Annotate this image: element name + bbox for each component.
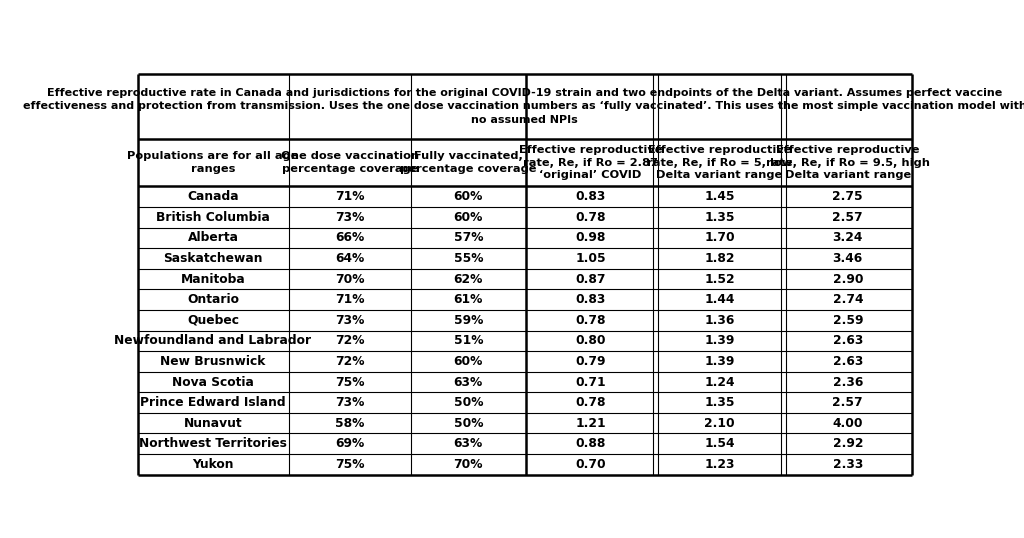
Text: Fully vaccinated,
percentage coverage: Fully vaccinated, percentage coverage — [400, 152, 537, 174]
Text: New Brusnwick: New Brusnwick — [161, 355, 266, 368]
Text: 1.70: 1.70 — [705, 231, 735, 244]
Text: 60%: 60% — [454, 211, 483, 224]
Text: 60%: 60% — [454, 190, 483, 203]
Text: 2.92: 2.92 — [833, 437, 863, 450]
Text: 2.90: 2.90 — [833, 273, 863, 286]
Text: 2.10: 2.10 — [705, 417, 735, 430]
Text: 60%: 60% — [454, 355, 483, 368]
Text: 0.78: 0.78 — [575, 314, 606, 327]
Text: 73%: 73% — [335, 314, 365, 327]
Text: 63%: 63% — [454, 376, 483, 388]
Text: Newfoundland and Labrador: Newfoundland and Labrador — [115, 334, 311, 348]
Text: 0.98: 0.98 — [575, 231, 606, 244]
Text: 1.54: 1.54 — [705, 437, 735, 450]
Text: 71%: 71% — [335, 190, 365, 203]
Text: 2.59: 2.59 — [833, 314, 863, 327]
Text: 0.80: 0.80 — [575, 334, 606, 348]
Text: 1.36: 1.36 — [705, 314, 735, 327]
Text: 1.39: 1.39 — [705, 334, 735, 348]
Text: 2.63: 2.63 — [833, 355, 863, 368]
Text: Quebec: Quebec — [187, 314, 239, 327]
Text: 2.63: 2.63 — [833, 334, 863, 348]
Text: 1.35: 1.35 — [705, 396, 735, 409]
Text: 57%: 57% — [454, 231, 483, 244]
Text: 2.74: 2.74 — [833, 293, 863, 306]
Text: Canada: Canada — [187, 190, 239, 203]
Text: Effective reproductive rate in Canada and jurisdictions for the original COVID-1: Effective reproductive rate in Canada an… — [23, 88, 1024, 125]
Text: 2.33: 2.33 — [833, 458, 863, 471]
Text: 0.88: 0.88 — [575, 437, 606, 450]
Text: 1.44: 1.44 — [705, 293, 735, 306]
Text: 1.35: 1.35 — [705, 211, 735, 224]
Text: 1.45: 1.45 — [705, 190, 735, 203]
Text: Effective reproductive
rate, Re, if Ro = 9.5, high
Delta variant range: Effective reproductive rate, Re, if Ro =… — [766, 145, 930, 180]
Text: 1.23: 1.23 — [705, 458, 735, 471]
Text: Nova Scotia: Nova Scotia — [172, 376, 254, 388]
Text: Manitoba: Manitoba — [180, 273, 246, 286]
Text: 1.82: 1.82 — [705, 252, 735, 265]
Text: 50%: 50% — [454, 417, 483, 430]
Text: 0.87: 0.87 — [575, 273, 606, 286]
Text: 1.21: 1.21 — [575, 417, 606, 430]
Text: 55%: 55% — [454, 252, 483, 265]
Text: British Columbia: British Columbia — [156, 211, 270, 224]
Text: Populations are for all age
ranges: Populations are for all age ranges — [127, 152, 299, 174]
Text: 2.57: 2.57 — [833, 396, 863, 409]
Text: 1.52: 1.52 — [705, 273, 735, 286]
Text: 1.24: 1.24 — [705, 376, 735, 388]
Text: One dose vaccination
percentage coverage: One dose vaccination percentage coverage — [281, 152, 419, 174]
Text: Prince Edward Island: Prince Edward Island — [140, 396, 286, 409]
Text: 70%: 70% — [454, 458, 483, 471]
Text: 2.75: 2.75 — [833, 190, 863, 203]
Text: Effective reproductive
rate, Re, if Ro = 2.87
‘original’ COVID: Effective reproductive rate, Re, if Ro =… — [519, 145, 663, 180]
Text: 4.00: 4.00 — [833, 417, 863, 430]
Text: 0.78: 0.78 — [575, 396, 606, 409]
Text: 51%: 51% — [454, 334, 483, 348]
Text: 72%: 72% — [335, 355, 365, 368]
Text: 59%: 59% — [454, 314, 483, 327]
Text: Saskatchewan: Saskatchewan — [163, 252, 263, 265]
Text: 0.83: 0.83 — [575, 293, 606, 306]
Text: 73%: 73% — [335, 396, 365, 409]
Text: 2.36: 2.36 — [833, 376, 863, 388]
Text: Northwest Territories: Northwest Territories — [139, 437, 287, 450]
Text: 1.39: 1.39 — [705, 355, 735, 368]
Text: 0.70: 0.70 — [575, 458, 606, 471]
Text: Effective reproductive
rate, Re, if Ro = 5, low
Delta variant range: Effective reproductive rate, Re, if Ro =… — [647, 145, 793, 180]
Text: 0.83: 0.83 — [575, 190, 606, 203]
Text: 50%: 50% — [454, 396, 483, 409]
Text: 64%: 64% — [335, 252, 365, 265]
Text: 0.78: 0.78 — [575, 211, 606, 224]
Text: 75%: 75% — [335, 458, 365, 471]
Text: 63%: 63% — [454, 437, 483, 450]
Text: 1.05: 1.05 — [575, 252, 606, 265]
Text: 72%: 72% — [335, 334, 365, 348]
Text: Alberta: Alberta — [187, 231, 239, 244]
Text: 2.57: 2.57 — [833, 211, 863, 224]
Text: 66%: 66% — [335, 231, 365, 244]
Text: 3.46: 3.46 — [833, 252, 863, 265]
Text: Ontario: Ontario — [187, 293, 239, 306]
Text: 69%: 69% — [335, 437, 365, 450]
Text: 58%: 58% — [335, 417, 365, 430]
Text: 73%: 73% — [335, 211, 365, 224]
Text: 62%: 62% — [454, 273, 483, 286]
Text: 61%: 61% — [454, 293, 483, 306]
Text: 71%: 71% — [335, 293, 365, 306]
Text: Yukon: Yukon — [193, 458, 233, 471]
Text: 0.71: 0.71 — [575, 376, 606, 388]
Text: 3.24: 3.24 — [833, 231, 863, 244]
Text: 0.79: 0.79 — [575, 355, 606, 368]
Text: Nunavut: Nunavut — [183, 417, 243, 430]
Text: 75%: 75% — [335, 376, 365, 388]
Text: 70%: 70% — [335, 273, 365, 286]
